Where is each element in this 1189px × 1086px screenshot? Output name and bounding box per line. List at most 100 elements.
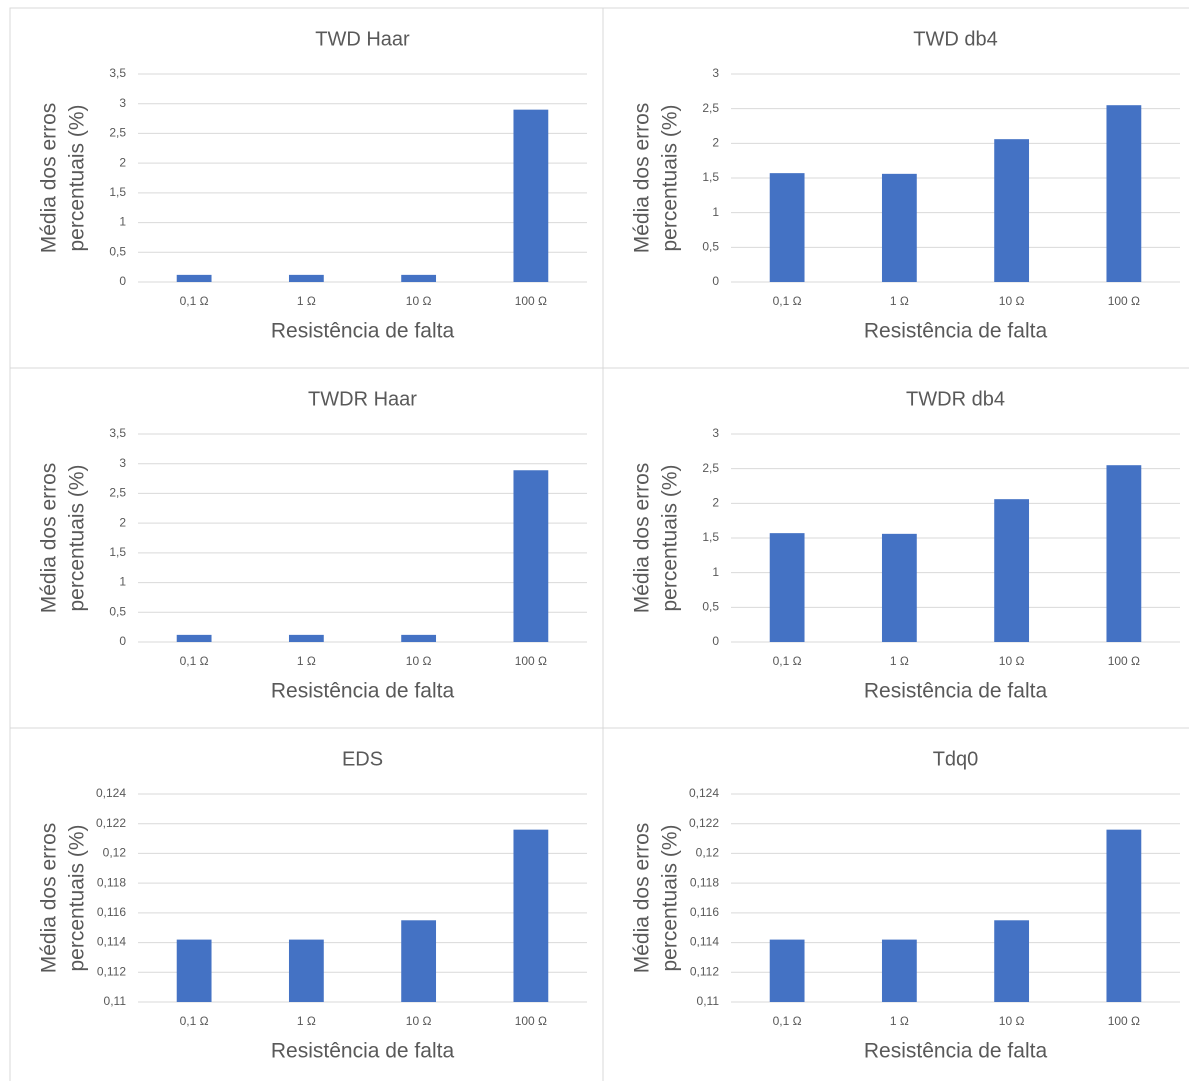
x-tick-label: 0,1 Ω <box>773 294 802 308</box>
y-tick-label: 0,11 <box>104 994 127 1008</box>
bar <box>994 139 1030 282</box>
y-tick-label: 1,5 <box>109 185 126 199</box>
bar <box>1106 465 1142 642</box>
y-tick-label: 1 <box>712 565 719 579</box>
y-tick-label: 0,122 <box>689 816 719 830</box>
chart-title: TWD db4 <box>913 28 997 50</box>
y-tick-label: 2 <box>712 136 719 150</box>
y-tick-label: 3 <box>712 66 719 80</box>
chart-panel: TWDR db4 0 0,5 1 1,5 2 2,5 3 0,1 Ω 1 Ω 10 Ω 100 Ω Re… <box>602 367 1189 729</box>
x-tick-label: 1 Ω <box>890 294 909 308</box>
x-tick-label: 100 Ω <box>515 294 547 308</box>
bar <box>401 920 437 1002</box>
y-tick-label: 2,5 <box>109 486 126 500</box>
x-tick-label: 10 Ω <box>999 294 1025 308</box>
x-tick-label: 1 Ω <box>297 294 316 308</box>
bar <box>288 274 324 282</box>
y-tick-label: 0,124 <box>689 786 719 800</box>
y-tick-label: 1,5 <box>702 530 719 544</box>
chart-panel: TWD db4 0 0,5 1 1,5 2 2,5 3 0,1 Ω 1 Ω 10 Ω 100 Ω Res… <box>602 7 1189 369</box>
y-tick-label: 0,116 <box>690 905 719 919</box>
bar <box>994 499 1030 642</box>
x-tick-label: 0,1 Ω <box>180 654 209 668</box>
chart-panel: Tdq0 0,11 0,112 0,114 0,116 0,118 0,12 0,122 0,1… <box>602 727 1189 1086</box>
bar <box>176 274 212 282</box>
bar <box>401 634 437 642</box>
x-tick-label: 100 Ω <box>1108 654 1140 668</box>
chart-title: EDS <box>342 748 383 770</box>
y-tick-label: 0,5 <box>702 600 719 614</box>
bar <box>288 634 324 642</box>
y-tick-label: 1 <box>712 205 719 219</box>
bar <box>513 109 549 283</box>
y-tick-label: 2,5 <box>702 101 719 115</box>
y-tick-label: 0,114 <box>97 935 126 949</box>
bar <box>176 634 212 642</box>
bar <box>769 173 805 282</box>
chart-panel: EDS 0,11 0,112 0,114 0,116 0,118 0,12 0,122 0,12… <box>9 727 604 1086</box>
x-tick-label: 0,1 Ω <box>180 1014 209 1028</box>
chart-title: TWDR db4 <box>906 388 1005 410</box>
x-tick-label: 100 Ω <box>515 1014 547 1028</box>
x-axis-title: Resistência de falta <box>271 320 455 343</box>
x-tick-label: 1 Ω <box>297 654 316 668</box>
y-axis-title: percentuais (%) <box>659 824 682 971</box>
y-tick-label: 2 <box>119 155 126 169</box>
chart-panel: TWD Haar 0 0,5 1 1,5 2 2,5 3 3,5 0,1 Ω 1 Ω 10 Ω 100 … <box>9 7 604 369</box>
x-tick-label: 1 Ω <box>890 1014 909 1028</box>
y-tick-label: 0,11 <box>697 994 720 1008</box>
chart-panel: TWDR Haar 0 0,5 1 1,5 2 2,5 3 3,5 0,1 Ω 1 Ω 10 Ω 100… <box>9 367 604 729</box>
x-axis-title: Resistência de falta <box>864 320 1048 343</box>
y-tick-label: 2 <box>119 515 126 529</box>
x-tick-label: 100 Ω <box>1108 294 1140 308</box>
x-tick-label: 0,1 Ω <box>773 1014 802 1028</box>
bar <box>769 939 805 1002</box>
bar <box>513 470 549 642</box>
y-tick-label: 0,12 <box>103 846 127 860</box>
x-tick-label: 0,1 Ω <box>773 654 802 668</box>
y-tick-label: 0,112 <box>97 964 126 978</box>
chart-title: TWD Haar <box>315 28 410 50</box>
x-tick-label: 10 Ω <box>999 654 1025 668</box>
y-tick-label: 0,5 <box>109 244 126 258</box>
x-tick-label: 10 Ω <box>406 294 432 308</box>
y-tick-label: 1,5 <box>702 170 719 184</box>
x-tick-label: 1 Ω <box>297 1014 316 1028</box>
x-axis-title: Resistência de falta <box>271 680 455 703</box>
y-axis-title: Média dos erros <box>38 823 61 974</box>
x-tick-label: 0,1 Ω <box>180 294 209 308</box>
bar <box>1106 105 1142 282</box>
x-axis-title: Resistência de falta <box>271 1040 455 1063</box>
y-tick-label: 3,5 <box>109 426 126 440</box>
y-tick-label: 3 <box>712 426 719 440</box>
x-tick-label: 10 Ω <box>999 1014 1025 1028</box>
x-tick-label: 10 Ω <box>406 654 432 668</box>
x-tick-label: 1 Ω <box>890 654 909 668</box>
y-axis-title: Média dos erros <box>38 463 61 614</box>
y-tick-label: 0,118 <box>690 875 719 889</box>
bar <box>881 939 917 1002</box>
chart-title: TWDR Haar <box>308 388 417 410</box>
y-axis-title: Média dos erros <box>38 103 61 254</box>
x-axis-title: Resistência de falta <box>864 680 1048 703</box>
bar <box>1106 829 1142 1002</box>
bar <box>994 920 1030 1002</box>
bar <box>513 829 549 1002</box>
bar <box>288 939 324 1002</box>
y-tick-label: 1 <box>119 575 126 589</box>
y-tick-label: 3,5 <box>109 66 126 80</box>
y-tick-label: 3 <box>119 96 126 110</box>
y-tick-label: 2,5 <box>702 461 719 475</box>
y-tick-label: 3 <box>119 456 126 470</box>
y-tick-label: 0 <box>712 274 719 288</box>
y-axis-title: percentuais (%) <box>659 104 682 251</box>
y-tick-label: 2 <box>712 496 719 510</box>
x-axis-title: Resistência de falta <box>864 1040 1048 1063</box>
y-tick-label: 0,118 <box>97 875 126 889</box>
y-axis-title: Média dos erros <box>631 103 654 254</box>
chart-title: Tdq0 <box>933 748 979 770</box>
y-tick-label: 0 <box>119 634 126 648</box>
y-tick-label: 0,12 <box>696 846 720 860</box>
y-axis-title: Média dos erros <box>631 823 654 974</box>
